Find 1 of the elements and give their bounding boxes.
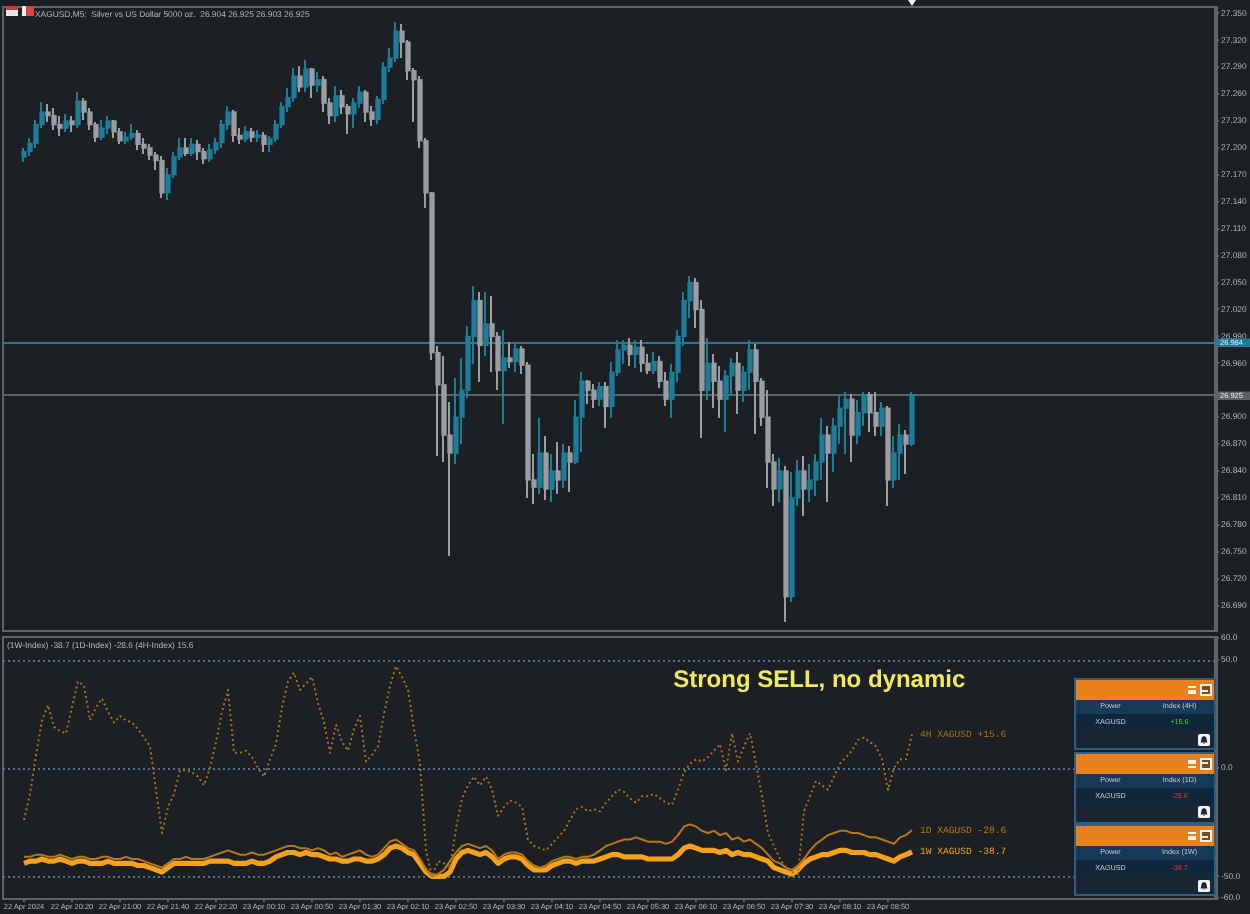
annotation: Strong SELL, no dynamic — [673, 664, 966, 693]
